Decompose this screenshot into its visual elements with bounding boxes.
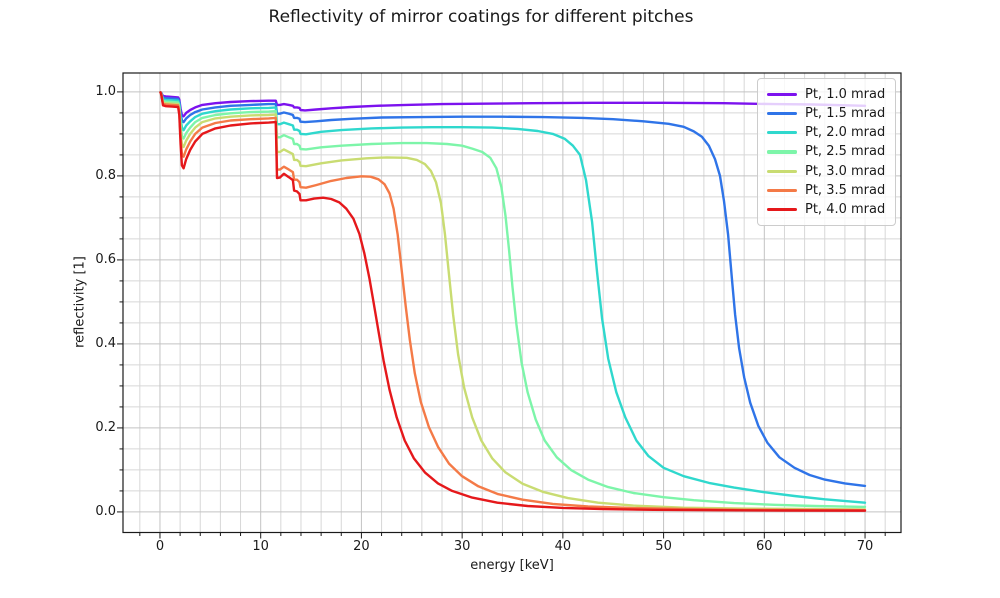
legend-swatch xyxy=(767,169,797,173)
axis-ticks xyxy=(117,91,886,539)
legend-label: Pt, 4.0 mrad xyxy=(805,201,886,217)
x-tick-label: 70 xyxy=(856,539,874,554)
y-tick-label: 1.0 xyxy=(95,83,116,99)
legend-label: Pt, 3.5 mrad xyxy=(805,182,886,198)
legend-label: Pt, 1.5 mrad xyxy=(805,106,886,122)
legend-label: Pt, 2.5 mrad xyxy=(805,144,886,160)
y-tick-label: 0.2 xyxy=(95,419,116,435)
legend-item: Pt, 2.0 mrad xyxy=(767,123,887,142)
legend-swatch xyxy=(767,131,797,135)
legend-swatch xyxy=(767,207,797,211)
axes-spines xyxy=(122,72,902,534)
legend-swatch xyxy=(767,150,797,154)
x-tick-label: 60 xyxy=(756,539,773,554)
legend-item: Pt, 1.0 mrad xyxy=(767,85,887,104)
legend: Pt, 1.0 mrad Pt, 1.5 mrad Pt, 2.0 mrad Pt, … xyxy=(757,78,896,226)
legend-item: Pt, 3.0 mrad xyxy=(767,162,887,181)
legend-label: Pt, 2.0 mrad xyxy=(805,125,886,141)
curve-series-6 xyxy=(159,91,867,512)
x-tick-label: 20 xyxy=(353,539,370,554)
legend-item: Pt, 3.5 mrad xyxy=(767,181,887,200)
y-tick-label: 0.6 xyxy=(95,251,116,267)
y-axis-label: reflectivity [1] xyxy=(72,256,88,348)
x-tick-label: 10 xyxy=(252,539,269,554)
legend-swatch xyxy=(767,188,797,192)
x-tick-label: 50 xyxy=(655,539,672,554)
x-tick-label: 40 xyxy=(554,539,572,554)
curve-series-5 xyxy=(159,91,867,512)
legend-label: Pt, 3.0 mrad xyxy=(805,163,886,179)
y-tick-label: 0.0 xyxy=(95,503,116,519)
legend-item: Pt, 2.5 mrad xyxy=(767,142,887,161)
legend-swatch xyxy=(767,92,797,97)
curve-series-4 xyxy=(159,91,867,511)
x-tick-label: 30 xyxy=(453,539,471,554)
legend-item: Pt, 1.5 mrad xyxy=(767,104,887,123)
y-tick-label: 0.8 xyxy=(95,167,116,183)
legend-item: Pt, 4.0 mrad xyxy=(767,200,887,219)
chart-title: Reflectivity of mirror coatings for diff… xyxy=(268,7,694,27)
curve-series-1 xyxy=(159,91,867,488)
x-tick-label: 0 xyxy=(155,539,165,554)
curve-series-3 xyxy=(159,91,867,509)
curve-series-2 xyxy=(159,91,867,504)
y-tick-label: 0.4 xyxy=(95,335,116,351)
legend-swatch xyxy=(767,112,797,116)
x-axis-label: energy [keV] xyxy=(470,558,554,573)
major-grid xyxy=(123,73,901,533)
curves xyxy=(159,91,867,512)
legend-label: Pt, 1.0 mrad xyxy=(805,87,886,103)
